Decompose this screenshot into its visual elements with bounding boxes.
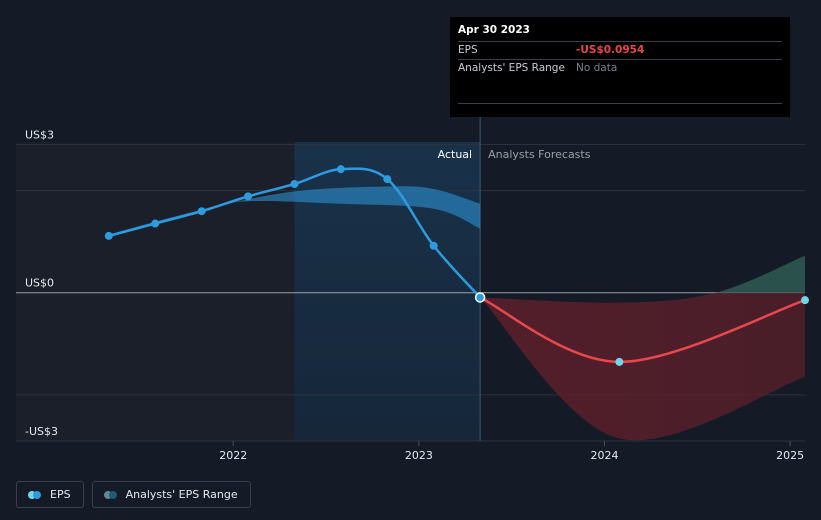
- eps-point-6[interactable]: [383, 175, 392, 184]
- x-tick-label-1: 2023: [405, 449, 433, 462]
- tooltip-eps-value: -US$0.0954: [576, 44, 645, 56]
- legend: EPS Analysts' EPS Range: [16, 481, 251, 508]
- legend-label-eps-range: Analysts' EPS Range: [125, 488, 238, 501]
- y-tick-label-2: -US$3: [25, 425, 58, 438]
- tooltip-range-label: Analysts' EPS Range: [458, 62, 565, 74]
- eps-range-legend-icon: [103, 490, 118, 499]
- y-tick-label-0: US$3: [25, 128, 54, 141]
- tooltip-date: Apr 30 2023: [458, 24, 530, 36]
- legend-item-eps-range[interactable]: Analysts' EPS Range: [91, 481, 251, 508]
- eps-legend-icon: [28, 490, 42, 499]
- eps-point-7[interactable]: [429, 241, 438, 250]
- legend-item-eps[interactable]: EPS: [16, 481, 84, 508]
- analysts-eps-range-band: [108, 186, 481, 236]
- forecast-range-band-positive: [715, 255, 805, 293]
- past-shade: [16, 142, 295, 441]
- forecast-range-band-negative: [480, 292, 805, 441]
- hover-tooltip: Apr 30 2023 EPS -US$0.0954 Analysts' EPS…: [450, 17, 790, 117]
- x-tick-label-0: 2022: [219, 449, 247, 462]
- eps-highlight-point[interactable]: [474, 292, 486, 303]
- tooltip-divider: [458, 103, 782, 104]
- y-tick-label-1: US$0: [25, 277, 54, 290]
- x-tick-label-3: 2025: [776, 449, 804, 462]
- tooltip-eps-row: EPS -US$0.0954: [458, 41, 782, 59]
- legend-label-eps: EPS: [50, 488, 71, 501]
- eps-point-4[interactable]: [290, 180, 299, 189]
- x-tick-label-2: 2024: [591, 449, 619, 462]
- eps-point-2[interactable]: [197, 207, 206, 216]
- tooltip-eps-label: EPS: [458, 44, 478, 56]
- forecast-point-2[interactable]: [801, 296, 809, 305]
- forecast-label: Analysts Forecasts: [488, 148, 591, 161]
- tooltip-range-value: No data: [576, 62, 618, 74]
- eps-point-5[interactable]: [336, 165, 345, 174]
- eps-point-3[interactable]: [244, 192, 253, 201]
- eps-point-0[interactable]: [104, 231, 113, 240]
- eps-point-1[interactable]: [151, 219, 160, 228]
- actual-label: Actual: [438, 148, 472, 161]
- forecast-point-1[interactable]: [615, 357, 624, 366]
- tooltip-range-row: Analysts' EPS Range No data: [458, 59, 782, 77]
